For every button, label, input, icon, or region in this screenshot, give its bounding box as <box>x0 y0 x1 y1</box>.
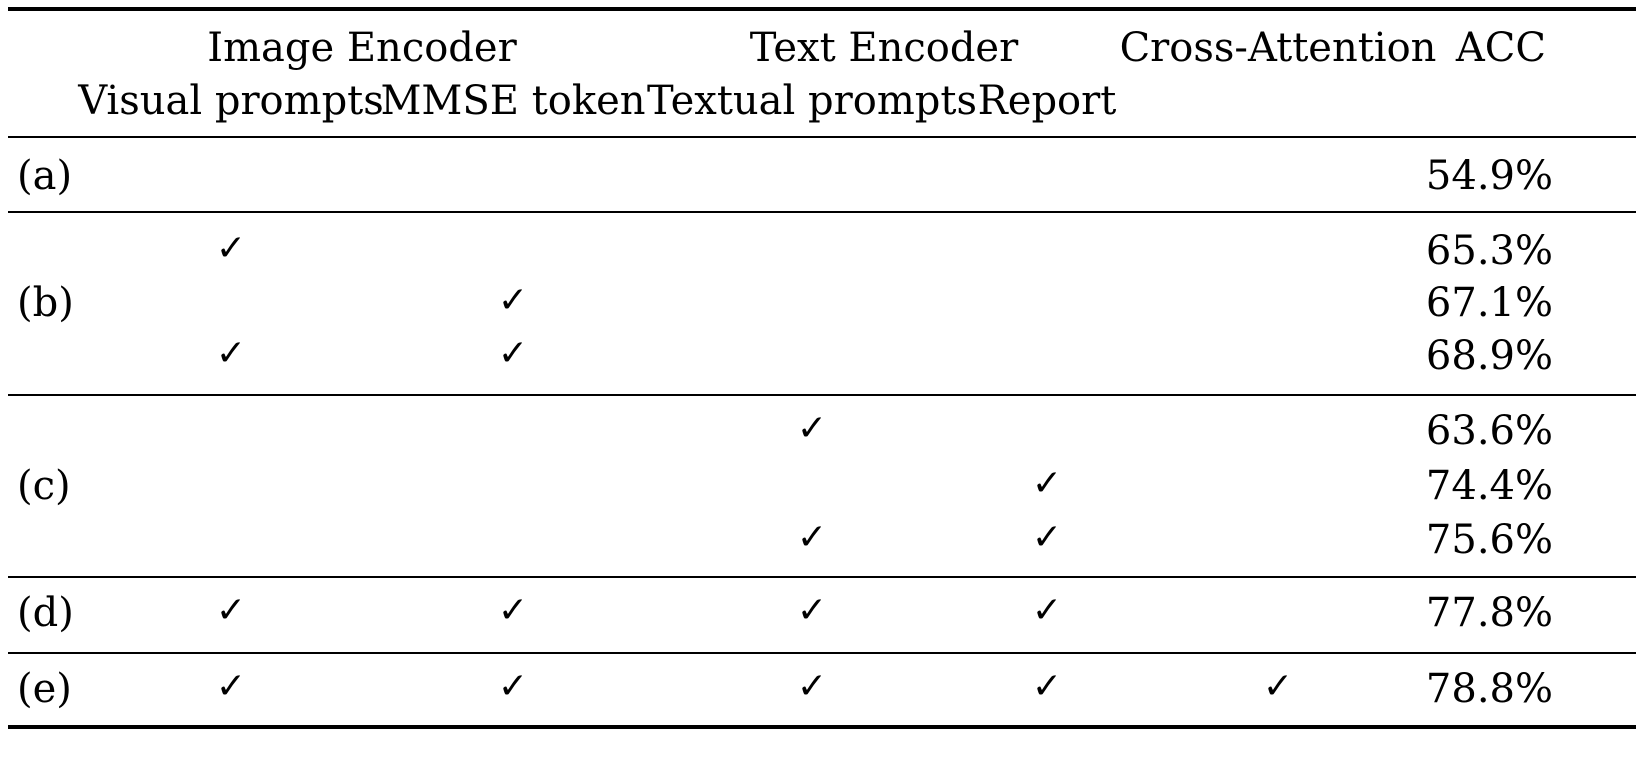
group-rule <box>8 576 1636 578</box>
acc-value: 65.3% <box>1425 228 1553 274</box>
check-icon: ✓ <box>796 590 828 631</box>
header-report: Report <box>977 78 1117 124</box>
check-icon: ✓ <box>796 666 828 707</box>
header-visual-prompts: Visual prompts <box>78 78 384 124</box>
acc-value: 68.9% <box>1425 333 1553 379</box>
header-text-encoder: Text Encoder <box>749 25 1019 71</box>
check-icon: ✓ <box>215 228 247 269</box>
group-rule <box>8 394 1636 396</box>
check-icon: ✓ <box>497 666 529 707</box>
check-icon: ✓ <box>497 333 529 374</box>
group-label: (b) <box>17 280 74 326</box>
group-label: (e) <box>17 666 72 712</box>
check-icon: ✓ <box>796 408 828 449</box>
check-icon: ✓ <box>497 280 529 321</box>
check-icon: ✓ <box>215 666 247 707</box>
header-acc: ACC <box>1455 25 1546 71</box>
acc-value: 75.6% <box>1425 517 1553 563</box>
acc-value: 78.8% <box>1425 666 1553 712</box>
group-label: (c) <box>17 463 71 509</box>
check-icon: ✓ <box>497 590 529 631</box>
header-cross-attention: Cross-Attention <box>1119 25 1437 71</box>
check-icon: ✓ <box>1031 666 1063 707</box>
header-image-encoder: Image Encoder <box>207 25 517 71</box>
group-rule <box>8 211 1636 213</box>
group-rule <box>8 652 1636 654</box>
header-mmse-token: MMSE token <box>380 78 646 124</box>
acc-value: 63.6% <box>1425 408 1553 454</box>
group-label: (d) <box>17 590 74 636</box>
check-icon: ✓ <box>215 590 247 631</box>
check-icon: ✓ <box>215 333 247 374</box>
check-icon: ✓ <box>796 517 828 558</box>
check-icon: ✓ <box>1262 666 1294 707</box>
check-icon: ✓ <box>1031 517 1063 558</box>
bottom-rule <box>8 725 1636 729</box>
header-rule <box>8 136 1636 138</box>
acc-value: 54.9% <box>1425 153 1553 199</box>
acc-value: 74.4% <box>1425 463 1553 509</box>
top-rule <box>8 7 1636 11</box>
acc-value: 67.1% <box>1425 280 1553 326</box>
header-textual-prompts: Textual prompts <box>647 78 977 124</box>
check-icon: ✓ <box>1031 463 1063 504</box>
acc-value: 77.8% <box>1425 590 1553 636</box>
check-icon: ✓ <box>1031 590 1063 631</box>
group-label: (a) <box>17 153 73 199</box>
